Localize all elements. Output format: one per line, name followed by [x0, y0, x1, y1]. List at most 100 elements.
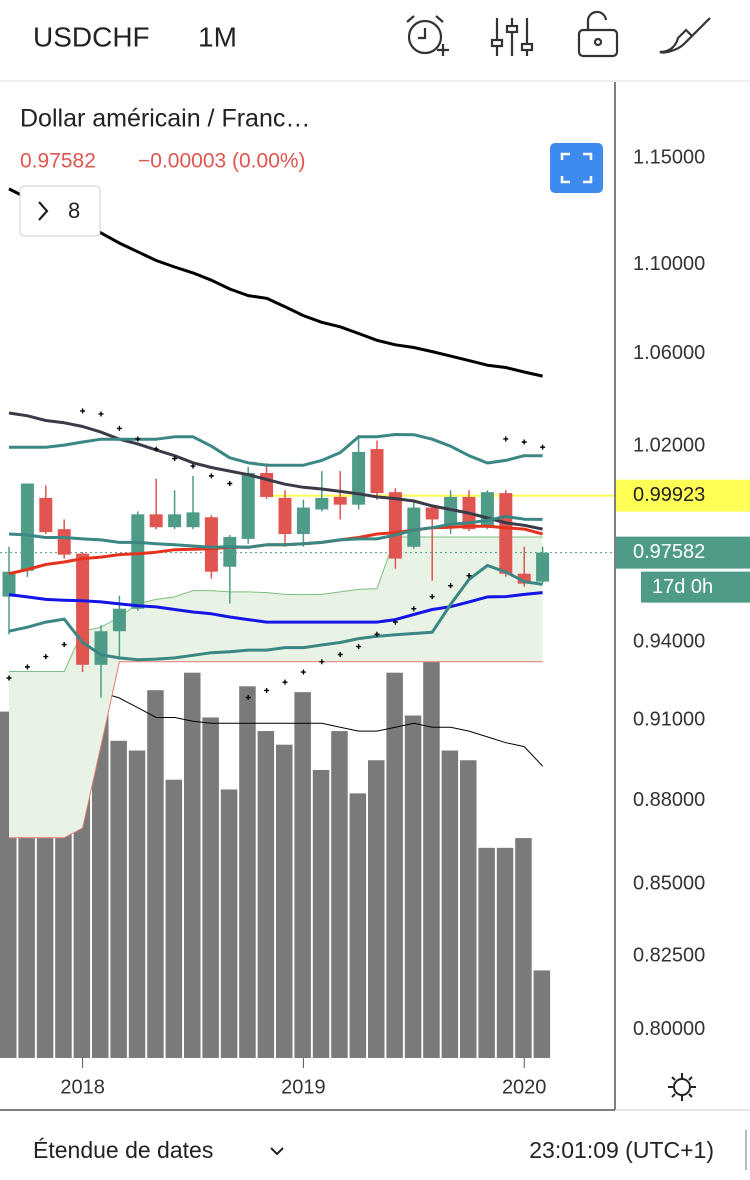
sar-dot [135, 436, 141, 442]
date-range-button[interactable]: Étendue de dates [33, 1137, 213, 1163]
volume-bar [312, 769, 330, 1058]
sar-dot [356, 644, 362, 650]
sar-dot [337, 652, 343, 658]
settings-gear[interactable] [668, 1073, 696, 1101]
candle-body [278, 497, 292, 535]
sar-dot [521, 439, 527, 445]
volume-bar [202, 717, 219, 1058]
last-price-label-bg [616, 536, 750, 569]
volume-bar [349, 793, 367, 1058]
countdown-bg [641, 571, 750, 603]
indicator-toggle[interactable]: 8 [19, 185, 101, 237]
volume-bar [276, 744, 293, 1058]
candle-body [168, 514, 182, 528]
volume-bar [147, 690, 164, 1058]
volume-bar [165, 779, 183, 1058]
sar-dot [24, 664, 30, 670]
volume-bar [404, 715, 422, 1058]
drawing-icon[interactable] [659, 17, 711, 54]
y-tick-label: 1.06000 [633, 342, 705, 364]
sar-dot [448, 583, 454, 589]
y-tick-label: 1.02000 [633, 435, 705, 457]
volume-bar [184, 672, 201, 1058]
y-tick-label: 0.82500 [633, 944, 705, 966]
sar-dot [245, 695, 251, 701]
lock-icon[interactable] [577, 10, 619, 58]
date-range-chevron[interactable] [270, 1147, 284, 1156]
sar-dot [153, 446, 159, 452]
candle-body [112, 608, 126, 632]
volume-bar [294, 692, 311, 1058]
indicators-icon[interactable] [490, 18, 534, 56]
y-tick-label: 0.85000 [633, 873, 705, 895]
sar-dot [503, 436, 509, 442]
indicator-line [8, 564, 543, 662]
price-change: −0.00003 (0.00%) [138, 150, 306, 173]
price-line-label-bg [616, 479, 750, 512]
candle-body [20, 483, 34, 571]
volume-bar [220, 789, 238, 1058]
candle-body [370, 449, 384, 494]
sar-dot [208, 473, 214, 479]
sar-dot [80, 408, 86, 414]
candle-body [407, 507, 421, 547]
candle-body [352, 451, 366, 505]
volume-bar [460, 760, 477, 1058]
candle-body [204, 517, 218, 572]
sar-dot [116, 425, 122, 431]
sar-dot [61, 642, 67, 648]
candle-body [131, 514, 145, 609]
chart-title: Dollar américain / Franc… [20, 105, 310, 133]
sar-dot [374, 631, 380, 637]
y-tick-label: 1.15000 [633, 146, 705, 168]
volume-bar [110, 740, 127, 1058]
candle-body [499, 493, 513, 574]
candle-body [57, 529, 71, 555]
symbol[interactable]: USDCHF [33, 21, 150, 52]
sar-dot [466, 573, 472, 579]
volume-bar [239, 686, 256, 1058]
x-tick-label: 2019 [281, 1076, 326, 1098]
y-tick-label: 0.91000 [633, 709, 705, 731]
toggle-box[interactable] [19, 185, 101, 237]
sar-dot [227, 481, 233, 487]
fullscreen-button[interactable] [550, 143, 603, 193]
alert-icon[interactable] [406, 15, 449, 56]
clock: 23:01:09 (UTC+1) [529, 1137, 714, 1163]
y-tick-label: 0.80000 [633, 1018, 705, 1040]
sar-dot [300, 669, 306, 675]
sar-dot [319, 659, 325, 665]
candle-body [517, 573, 531, 584]
sar-dot [264, 687, 270, 693]
volume-bar [368, 760, 385, 1058]
candle-body [223, 536, 237, 567]
candle-body [2, 571, 16, 597]
volume-bar [55, 789, 72, 1058]
volume-bar [386, 672, 403, 1058]
candle-body [425, 507, 439, 520]
indicator-line [8, 515, 543, 549]
volume-bar [533, 970, 551, 1058]
plot-area [0, 187, 615, 1058]
sar-dot [98, 411, 104, 417]
candle-body [94, 631, 108, 665]
candle-body [315, 497, 329, 510]
candle-body [76, 553, 90, 665]
cloud-lower [9, 661, 543, 839]
indicator-count: 8 [68, 198, 80, 223]
sar-dot [429, 594, 435, 600]
candle-body [296, 507, 310, 535]
candle-body [536, 552, 550, 582]
countdown: 17d 0h [652, 576, 713, 598]
sar-dot [411, 606, 417, 612]
volume-bar [478, 847, 495, 1058]
interval[interactable]: 1M [198, 21, 237, 52]
indicator-line [9, 433, 543, 467]
indicator-line [8, 591, 543, 624]
cloud-upper [9, 536, 543, 672]
last-price-label: 0.97582 [633, 541, 705, 563]
x-tick-label: 2020 [502, 1076, 547, 1098]
sar-dot [43, 654, 49, 660]
